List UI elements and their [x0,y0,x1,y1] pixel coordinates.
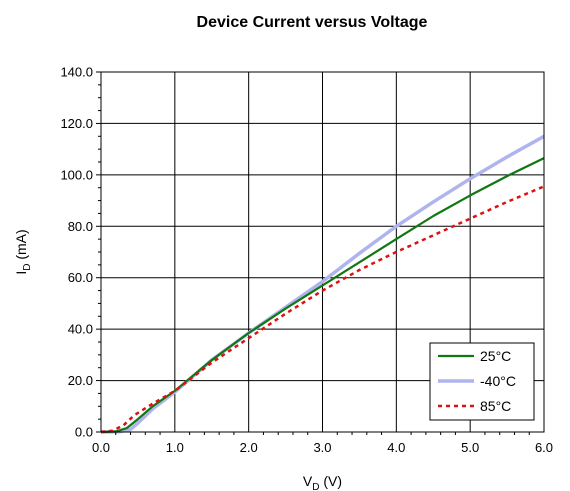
x-axis-label-main: V [303,473,313,489]
x-axis-label-unit: (V) [320,473,343,489]
x-tick-label: 4.0 [387,440,405,455]
x-axis-label: VD (V) [303,473,342,491]
x-tick-label: 6.0 [535,440,553,455]
x-axis-label-subscript: D [312,482,319,491]
y-axis-label-unit: (mA) [13,229,29,263]
y-tick-label: 80.0 [68,219,93,234]
y-axis-label-subscript: D [22,264,33,271]
y-tick-label: 140.0 [60,65,93,80]
series-line-2 [100,185,545,434]
y-tick-label: 100.0 [60,167,93,182]
legend-label-0: 25°C [480,348,511,364]
legend-label-1: -40°C [480,373,516,389]
x-tick-label: 5.0 [461,440,479,455]
grid [101,72,544,432]
y-tick-label: 40.0 [68,322,93,337]
legend: 25°C -40°C 85°C [429,342,535,421]
y-axis-ticks: 0.0 20.0 40.0 60.0 80.0 100.0 120.0 140.0 [60,65,101,440]
x-tick-label: 2.0 [240,440,258,455]
legend-label-2: 85°C [480,398,511,414]
x-tick-label: 0.0 [92,440,110,455]
x-tick-label: 3.0 [313,440,331,455]
chart-title: Device Current versus Voltage [197,14,428,31]
y-tick-label: 120.0 [60,116,93,131]
plot-lines [100,134,545,434]
y-tick-label: 60.0 [68,270,93,285]
y-axis-label: ID (mA) [13,229,33,274]
series-line-0 [100,157,545,434]
y-axis-label-main: I [13,271,29,275]
y-tick-label: 20.0 [68,373,93,388]
x-axis-ticks: 0.0 1.0 2.0 3.0 4.0 5.0 6.0 [92,432,553,455]
x-tick-label: 1.0 [166,440,184,455]
y-tick-label: 0.0 [75,425,93,440]
